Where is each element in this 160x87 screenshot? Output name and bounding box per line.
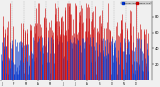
Legend: Below Avg, Above Avg: Below Avg, Above Avg xyxy=(121,2,151,4)
